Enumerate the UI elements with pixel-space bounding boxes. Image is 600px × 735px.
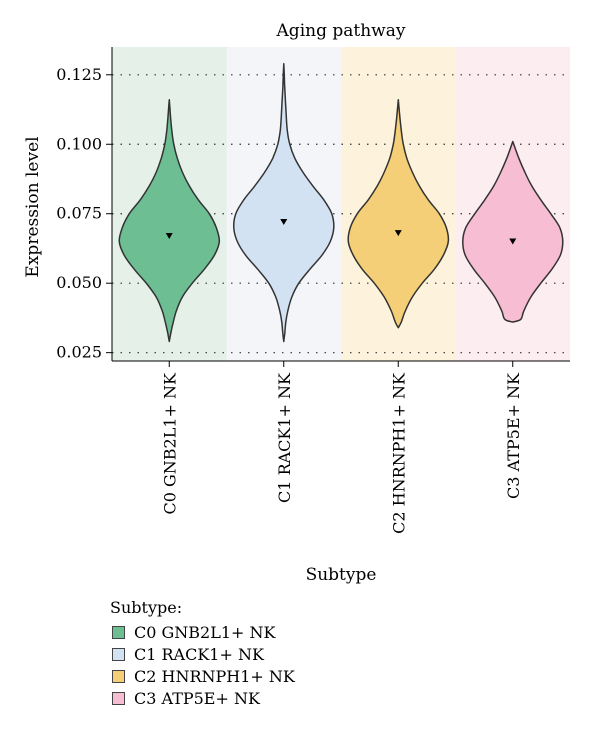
chart-title: Aging pathway xyxy=(276,21,406,41)
legend-label: C1 RACK1+ NK xyxy=(134,644,264,664)
mean-marker xyxy=(509,238,517,245)
legend-item-c2: C2 HNRNPH1+ NK xyxy=(110,665,295,687)
y-axis-label: Expression level xyxy=(23,136,43,277)
mean-marker xyxy=(394,230,402,237)
mean-marker xyxy=(280,219,288,226)
violin-shape xyxy=(462,140,564,323)
x-axis: C0 GNB2L1+ NK C1 RACK1+ NK C2 HNRNPH1+ NK C… xyxy=(112,360,570,534)
violins xyxy=(118,62,564,343)
legend-item-c3: C3 ATP5E+ NK xyxy=(110,687,295,709)
legend-swatch xyxy=(112,625,125,639)
legend-item-c0: C0 GNB2L1+ NK xyxy=(110,621,295,643)
legend-label: C0 GNB2L1+ NK xyxy=(134,622,276,642)
x-tick-label: C3 ATP5E+ NK xyxy=(504,372,523,499)
y-tick-label: 0.075 xyxy=(56,204,102,223)
x-tick-label: C0 GNB2L1+ NK xyxy=(160,372,179,515)
y-axis: 0.025 0.050 0.075 0.100 0.125 xyxy=(56,47,113,362)
violin-shape xyxy=(232,62,335,343)
legend-label: C2 HNRNPH1+ NK xyxy=(134,666,295,686)
x-tick-label: C2 HNRNPH1+ NK xyxy=(389,372,408,534)
legend-title: Subtype: xyxy=(110,598,183,617)
x-axis-label: Subtype xyxy=(306,565,377,585)
legend-swatch xyxy=(112,647,125,661)
mean-marker xyxy=(165,232,173,239)
legend-item-c1: C1 RACK1+ NK xyxy=(110,643,295,665)
y-tick-label: 0.025 xyxy=(56,343,102,362)
violin-shape xyxy=(347,99,450,329)
legend-swatch xyxy=(112,691,125,705)
y-tick-label: 0.050 xyxy=(56,273,102,292)
violin-shape xyxy=(118,99,221,343)
legend-label: C3 ATP5E+ NK xyxy=(134,688,260,708)
x-tick-label: C1 RACK1+ NK xyxy=(275,372,294,503)
y-tick-label: 0.100 xyxy=(56,134,102,153)
violin-chart: Aging pathway 0.0250.0500.0750.1000.125 … xyxy=(23,21,570,585)
legend: Subtype: C0 GNB2L1+ NK C1 RACK1+ NK C2 H… xyxy=(110,598,295,709)
y-tick-label: 0.125 xyxy=(56,65,102,84)
legend-swatch xyxy=(112,669,125,683)
